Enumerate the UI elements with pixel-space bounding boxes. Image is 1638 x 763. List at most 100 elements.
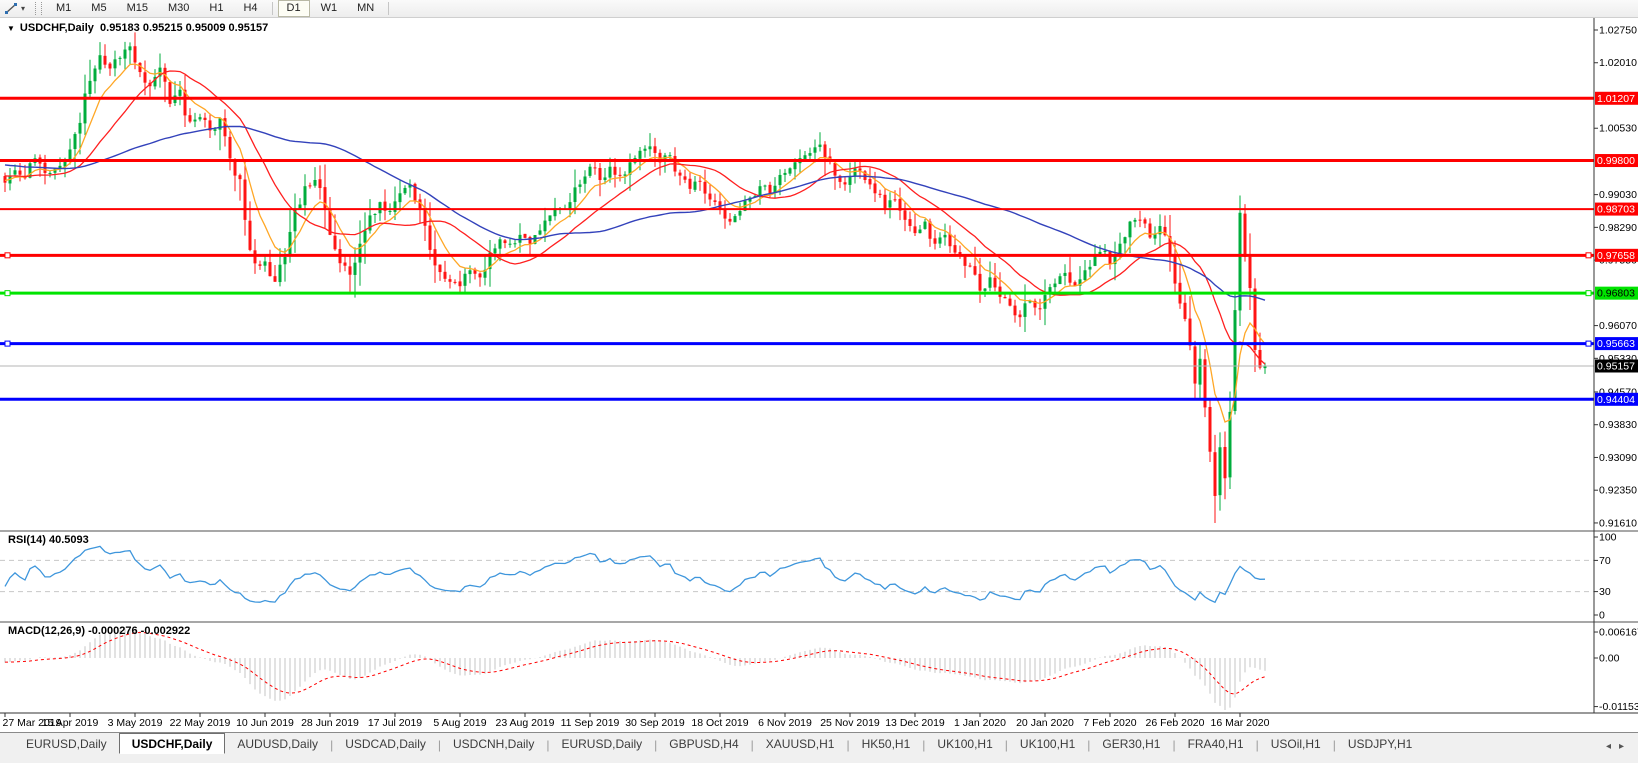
date-tick-label: 16 Mar 2020: [1211, 717, 1270, 729]
price-tick-label: 1.02010: [1599, 57, 1637, 69]
tab-separator: |: [846, 738, 850, 752]
macd-signal-line: [5, 631, 1266, 695]
tab-separator: |: [1087, 738, 1091, 752]
line-tools-group: ▾: [0, 2, 29, 15]
line-price-badge: [1595, 154, 1638, 168]
chart-tab-usdchf-daily[interactable]: USDCHF,Daily: [118, 733, 226, 754]
chart-tab-gbpusd-h4[interactable]: GBPUSD,H4: [669, 737, 739, 751]
macd-axis-label: 0.00: [1599, 653, 1620, 665]
price-tick-label: 0.93830: [1599, 419, 1637, 431]
timeframe-button-m1[interactable]: M1: [56, 2, 72, 14]
line-price-badge: [1595, 202, 1638, 216]
line-handle[interactable]: [1585, 340, 1592, 347]
chart-tab-usoil-h1[interactable]: USOil,H1: [1270, 737, 1321, 751]
rsi-axis-label: 70: [1599, 555, 1611, 567]
line-handle[interactable]: [4, 340, 11, 347]
chart-tab-fra40-h1[interactable]: FRA40,H1: [1187, 737, 1244, 751]
timeframe-button-h1[interactable]: H1: [209, 2, 224, 14]
line-price-badge: [1595, 91, 1638, 105]
candlestick-series: [3, 32, 1267, 523]
line-handle[interactable]: [4, 252, 11, 259]
chart-tab-xauusd-h1[interactable]: XAUUSD,H1: [765, 737, 835, 751]
tab-separator: |: [330, 738, 334, 752]
date-tick-label: 3 May 2019: [108, 717, 163, 729]
price-tick-label: 0.98290: [1599, 222, 1637, 234]
chart-tab-eurusd-daily[interactable]: EURUSD,Daily: [561, 737, 643, 751]
timeframe-button-m30[interactable]: M30: [167, 2, 190, 14]
line-price-badge: [1595, 286, 1638, 300]
moving-averages: [4, 63, 1266, 423]
price-tick-label: 0.92350: [1599, 485, 1637, 497]
tab-separator: |: [1255, 738, 1259, 752]
chart-expander-icon[interactable]: ▼: [7, 24, 15, 33]
rsi-line: [4, 545, 1266, 604]
date-tick-label: 10 Jun 2019: [236, 717, 294, 729]
symbol-name: USDCHF,Daily: [19, 22, 94, 34]
price-tick-label: 1.02750: [1599, 25, 1637, 37]
date-tick-label: 26 Feb 2020: [1146, 717, 1205, 729]
tab-scroll-right-icon[interactable]: ▸: [1618, 741, 1632, 752]
rsi-axis-label: 100: [1599, 532, 1617, 544]
trendline-tool-icon[interactable]: [4, 2, 19, 15]
chart-tab-uk100-h1[interactable]: UK100,H1: [1019, 737, 1076, 751]
line-price-badge: [1595, 392, 1638, 406]
timeframe-button-mn[interactable]: MN: [357, 2, 375, 14]
date-tick-label: 20 Jan 2020: [1016, 717, 1074, 729]
chart-tab-hk50-h1[interactable]: HK50,H1: [861, 737, 911, 751]
chart-tab-usdcad-daily[interactable]: USDCAD,Daily: [345, 737, 426, 751]
ma-medium: [4, 70, 1266, 365]
timeframe-button-m15[interactable]: M15: [126, 2, 148, 14]
svg-text:0.94404: 0.94404: [1597, 394, 1635, 406]
price-tick-label: 0.91610: [1599, 517, 1637, 529]
date-tick-label: 30 Sep 2019: [625, 717, 685, 729]
chart-tab-uk100-h1[interactable]: UK100,H1: [937, 737, 993, 751]
macd-indicator-label: MACD(12,26,9) -0.000276 -0.002922: [8, 625, 191, 637]
date-tick-label: 27 Mar 2019: [3, 717, 62, 729]
price-tick-label: 1.00530: [1599, 123, 1637, 135]
toolbar-separator: [271, 2, 273, 15]
tab-separator: |: [922, 738, 926, 752]
price-tick-label: 0.96070: [1599, 320, 1637, 332]
tab-separator: |: [437, 738, 441, 752]
tab-separator: |: [654, 738, 658, 752]
timeframe-button-h4[interactable]: H4: [243, 2, 258, 14]
line-handle[interactable]: [4, 290, 11, 297]
line-price-badge: [1595, 248, 1638, 262]
ohlc-low: 0.95009: [185, 22, 226, 34]
macd-axis-label: 0.006167: [1599, 627, 1638, 639]
chart-tab-usdcnh-daily[interactable]: USDCNH,Daily: [453, 737, 535, 751]
timeframe-button-d1[interactable]: D1: [277, 0, 310, 17]
toolbar-grip: [35, 2, 43, 15]
svg-text:0.97658: 0.97658: [1597, 250, 1635, 262]
date-tick-label: 15 Apr 2019: [42, 717, 99, 729]
current-price-badge: [1595, 359, 1638, 373]
date-tick-label: 13 Dec 2019: [885, 717, 945, 729]
tool-dropdown-caret[interactable]: ▾: [21, 4, 26, 13]
tab-scroll-left-icon[interactable]: ◂: [1605, 741, 1619, 752]
date-tick-label: 28 Jun 2019: [301, 717, 359, 729]
macd-histogram: [4, 628, 1266, 710]
tab-separator: |: [1172, 738, 1176, 752]
chart-tab-ger30-h1[interactable]: GER30,H1: [1102, 737, 1161, 751]
chart-tab-bar: EURUSD,Daily USDCHF,Daily AUDUSD,Daily | USD…: [0, 732, 1638, 763]
line-handle[interactable]: [1585, 290, 1592, 297]
timeframe-button-m5[interactable]: M5: [91, 2, 107, 14]
rsi-axis-label: 0: [1599, 610, 1605, 622]
date-tick-label: 11 Sep 2019: [561, 717, 620, 729]
tab-separator: |: [1332, 738, 1336, 752]
ohlc-open: 0.95183: [100, 22, 140, 34]
chart-tab-usdjpy-h1[interactable]: USDJPY,H1: [1347, 737, 1413, 751]
chart-tab-eurusd-daily[interactable]: EURUSD,Daily: [26, 737, 107, 751]
svg-text:0.98703: 0.98703: [1597, 204, 1635, 216]
date-tick-label: 25 Nov 2019: [820, 717, 880, 729]
date-tick-label: 5 Aug 2019: [433, 717, 486, 729]
line-price-badge: [1595, 337, 1638, 351]
chart-tab-audusd-daily[interactable]: AUDUSD,Daily: [237, 737, 319, 751]
toolbar: ▾ M1 M5 M15 M30 H1 H4 D1 W1 MN: [0, 0, 1638, 18]
tab-scroll-arrows[interactable]: ◂▸: [1606, 741, 1632, 752]
timeframe-button-w1[interactable]: W1: [320, 2, 338, 14]
svg-text:0.99800: 0.99800: [1597, 155, 1635, 167]
line-handle[interactable]: [1585, 252, 1592, 259]
date-tick-label: 7 Feb 2020: [1083, 717, 1136, 729]
